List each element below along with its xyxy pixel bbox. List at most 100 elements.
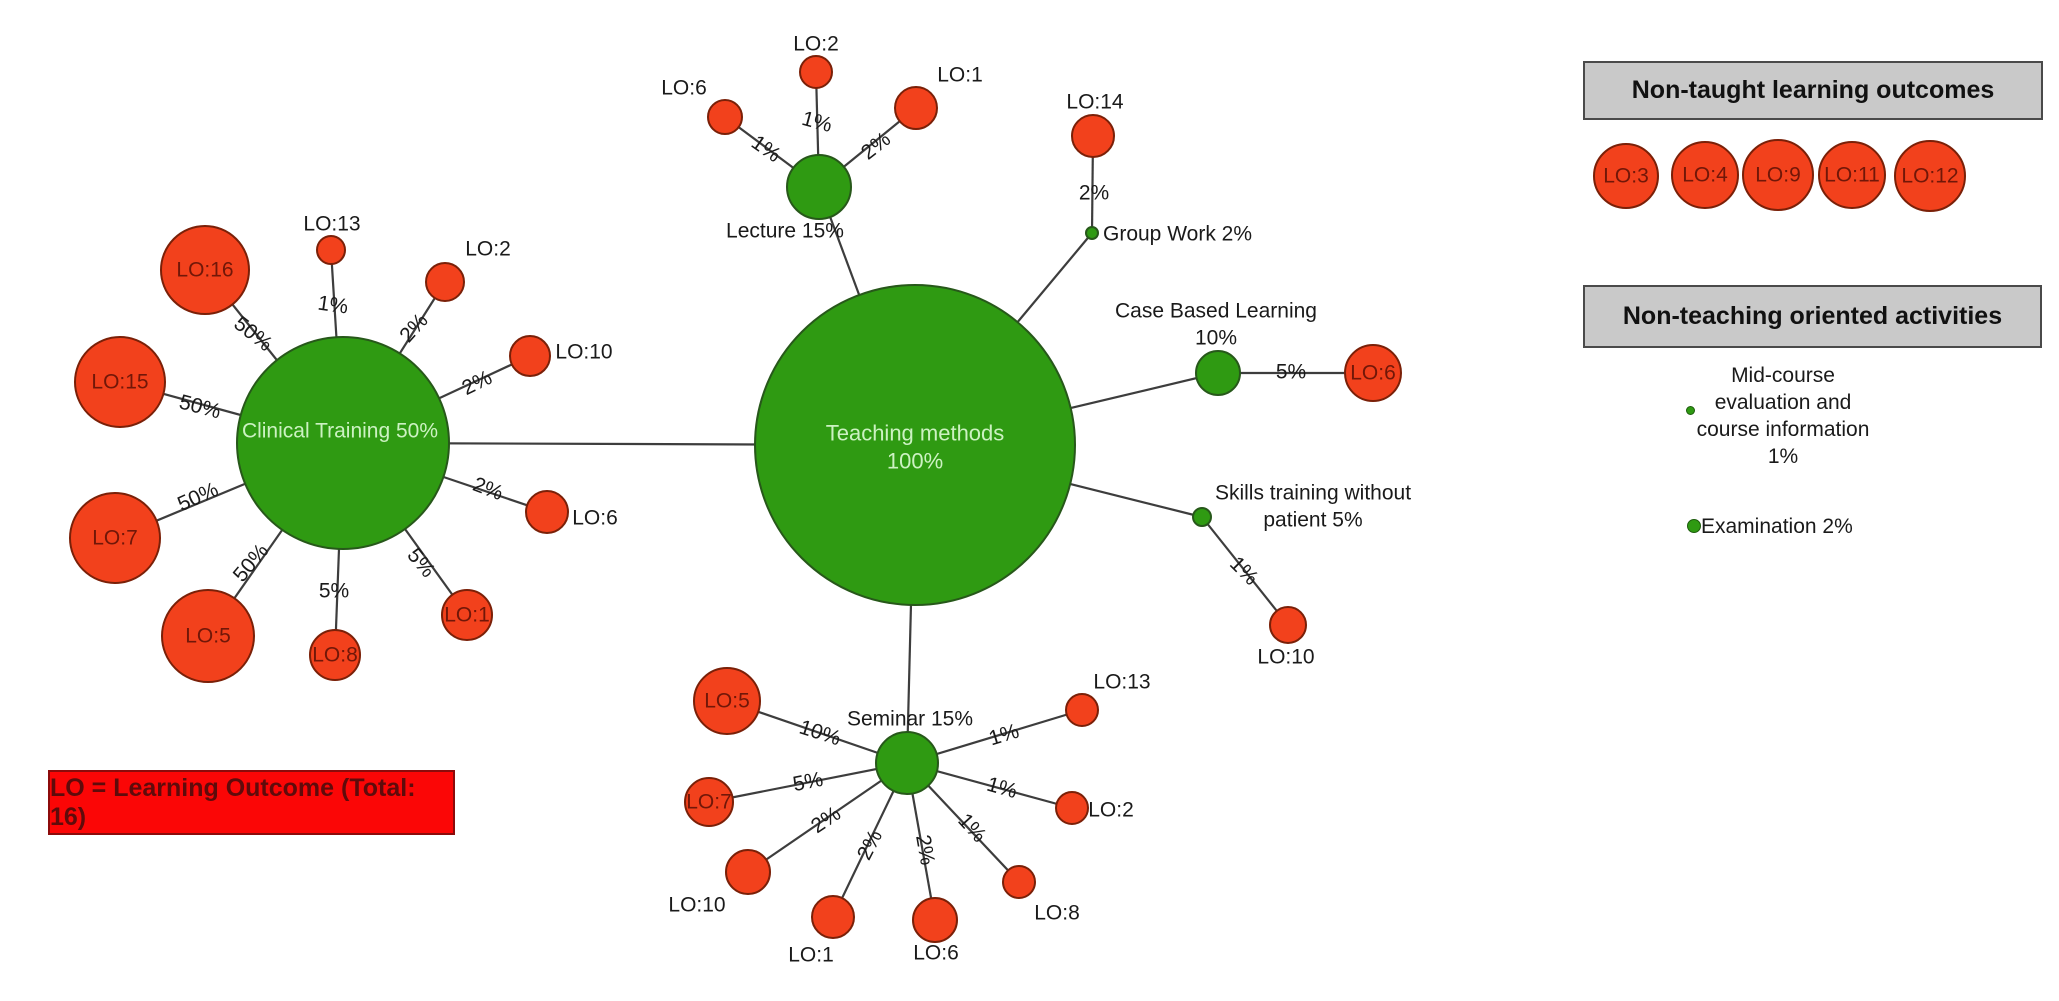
edge-pct-label: 5%: [319, 580, 349, 603]
non-teaching-header-label: Non-teaching oriented activities: [1622, 302, 2003, 330]
lo-label: LO:13: [1093, 671, 1150, 694]
hub-label-cbl: Case Based Learning: [1115, 300, 1317, 323]
edge-pct-label: 2%: [857, 128, 895, 165]
hub-circle-skills: [1192, 507, 1212, 527]
midcourse-bullet-dot-icon: [1686, 406, 1695, 415]
hub-label-seminar: Seminar 15%: [847, 708, 973, 731]
hub-circle-lecture: [786, 154, 852, 220]
lo-label: LO:10: [1257, 646, 1314, 669]
edge-pct-label: 2%: [911, 833, 939, 867]
hub-circle-groupwork: [1085, 226, 1099, 240]
lo-circle: [1055, 791, 1089, 825]
edge-pct-label: 10%: [796, 716, 843, 751]
lo-circle: [161, 589, 255, 683]
lo-circle: [725, 849, 771, 895]
lo-circle: [1269, 606, 1307, 644]
lo-legend-box: LO = Learning Outcome (Total: 16): [48, 770, 455, 835]
lo-label: LO:15: [91, 371, 148, 394]
edge-pct-label: 1%: [986, 720, 1022, 751]
lo-circle: [425, 262, 465, 302]
lo-circle: [894, 86, 938, 130]
edge-pct-label: 2%: [395, 309, 432, 347]
lo-circle: [799, 55, 833, 89]
lo-label: LO:6: [913, 942, 959, 965]
non-taught-header: Non-taught learning outcomes: [1583, 61, 2043, 120]
hub-circle-cbl: [1195, 350, 1241, 396]
lo-label: LO:6: [1350, 362, 1396, 385]
non-taught-lo-label: LO:3: [1603, 165, 1649, 188]
lo-circle: [811, 895, 855, 939]
non-taught-lo-circle: [1593, 143, 1659, 209]
hub-label-skills: patient 5%: [1263, 509, 1362, 532]
edge-pct-label: 5%: [791, 768, 825, 796]
lo-circle: [1065, 693, 1099, 727]
activity-examination-label: Examination 2%: [1701, 515, 1853, 538]
lo-label: LO:8: [312, 644, 358, 667]
lo-label: LO:2: [1088, 799, 1134, 822]
edge-pct-label: 1%: [799, 107, 834, 137]
lo-circle: [441, 589, 493, 641]
edge-pct-label: 1%: [953, 809, 990, 847]
edge-pct-label: 2%: [458, 366, 495, 400]
lo-label: LO:1: [937, 64, 983, 87]
hub-label-lecture: Lecture 15%: [726, 220, 844, 243]
non-taught-lo-label: LO:11: [1824, 164, 1880, 187]
lo-label: LO:1: [444, 604, 490, 627]
hub-label-teaching: 100%: [887, 449, 943, 474]
non-taught-lo-circle: [1742, 139, 1814, 211]
edge-pct-label: 5%: [402, 544, 439, 582]
non-taught-lo-label: LO:12: [1901, 165, 1958, 188]
lo-circle: [1344, 344, 1402, 402]
lo-label: LO:2: [793, 33, 839, 56]
lo-circle: [525, 490, 569, 534]
lo-circle: [74, 336, 166, 428]
hub-label-cbl: 10%: [1195, 327, 1237, 350]
activity-examination: Examination 2%: [1701, 513, 1961, 540]
edge-pct-label: 2%: [807, 802, 845, 838]
non-taught-lo-circle: [1894, 140, 1966, 212]
edge-pct-label: 1%: [1225, 552, 1263, 590]
lo-label: LO:7: [686, 791, 732, 814]
edge-pct-label: 50%: [177, 390, 224, 423]
non-taught-lo-circle: [1818, 141, 1886, 209]
hub-label-teaching: Teaching methods: [826, 421, 1005, 446]
lo-label: LO:8: [1034, 902, 1080, 925]
lo-circle: [707, 99, 743, 135]
edge-pct-label: 2%: [470, 473, 507, 505]
edge-pct-label: 1%: [316, 291, 349, 318]
lo-label: LO:2: [465, 238, 511, 261]
hub-label-skills: Skills training without: [1215, 482, 1411, 505]
satellite-link-line: [1201, 516, 1289, 626]
activity-midcourse: Mid-course evaluation and course informa…: [1693, 362, 1873, 470]
edge-pct-label: 2%: [1079, 182, 1109, 205]
non-taught-lo-label: LO:4: [1682, 164, 1728, 187]
activity-midcourse-line: course information: [1696, 418, 1870, 441]
lo-circle: [1071, 114, 1115, 158]
edge-pct-label: 2%: [853, 826, 887, 863]
edge-pct-label: 5%: [1276, 361, 1306, 384]
hub-circle-clinical: [236, 336, 450, 550]
lo-label: LO:1: [788, 944, 834, 967]
edge-pct-label: 1%: [984, 773, 1020, 803]
non-taught-header-label: Non-taught learning outcomes: [1631, 76, 1995, 104]
lo-circle: [693, 667, 761, 735]
lo-label: LO:5: [185, 625, 231, 648]
non-taught-lo-label: LO:9: [1755, 164, 1801, 187]
hub-circle-teaching: [754, 284, 1076, 606]
lo-circle: [1002, 865, 1036, 899]
lo-circle: [684, 777, 734, 827]
hub-label-clinical: Clinical Training 50%: [242, 420, 438, 443]
lo-label: LO:6: [661, 77, 707, 100]
lo-legend-label: LO = Learning Outcome (Total: 16): [50, 773, 416, 831]
activity-midcourse-pct: 1%: [1767, 445, 1799, 468]
non-teaching-header: Non-teaching oriented activities: [1583, 285, 2042, 348]
lo-circle: [316, 235, 346, 265]
activity-midcourse-line: evaluation and: [1714, 391, 1852, 414]
activity-midcourse-line: Mid-course: [1731, 364, 1835, 387]
lo-label: LO:13: [303, 213, 360, 236]
lo-label: LO:16: [176, 259, 233, 282]
lo-circle: [509, 335, 551, 377]
edge-pct-label: 50%: [174, 478, 222, 516]
